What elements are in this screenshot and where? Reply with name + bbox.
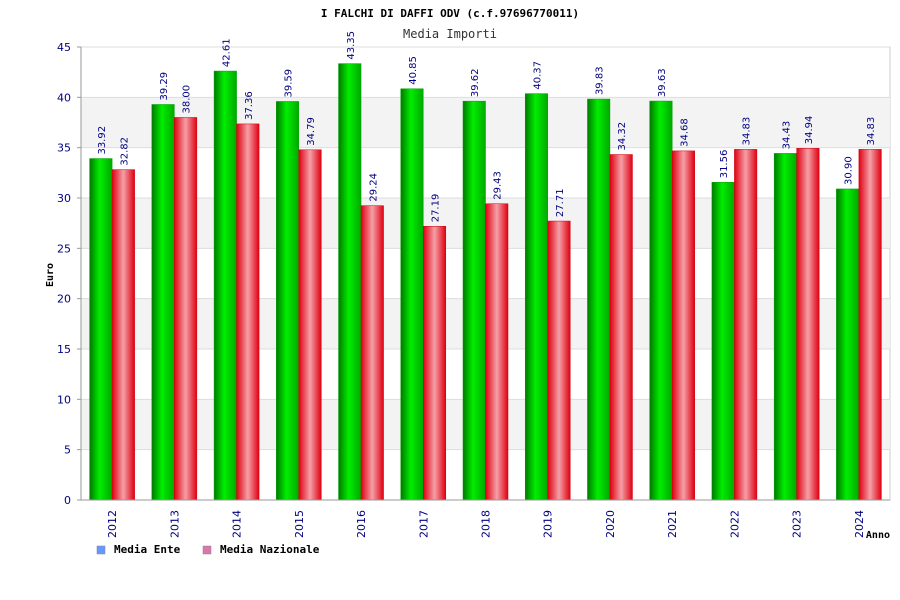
- y-tick-label: 5: [64, 444, 71, 457]
- chart-subtitle: Media Importi: [403, 27, 497, 41]
- data-label-media-ente-2018: 39.62: [470, 69, 481, 98]
- data-label-media-nazionale-2024: 34.83: [866, 117, 877, 146]
- data-label-media-ente-2020: 39.83: [595, 66, 606, 95]
- y-tick-label: 35: [57, 142, 71, 155]
- y-tick-label: 0: [64, 494, 71, 507]
- data-label-media-ente-2012: 33.92: [97, 126, 108, 155]
- data-label-media-nazionale-2022: 34.83: [742, 117, 753, 146]
- bar-media-nazionale-2021: [671, 150, 695, 501]
- bar-media-nazionale-2019: [547, 220, 571, 501]
- bar-media-ente-2022: [711, 182, 735, 501]
- data-label-media-nazionale-2017: 27.19: [431, 194, 442, 223]
- legend-swatch-media-ente: [96, 545, 106, 555]
- bar-media-ente-2018: [462, 100, 486, 501]
- x-tick-label-2023: 2023: [791, 510, 804, 538]
- legend-label-media-nazionale: Media Nazionale: [220, 543, 320, 556]
- x-tick-labels: 2012 2013 2014 2015 2016 2017 2018 2019 2020 2021…: [106, 510, 866, 538]
- y-tick-label: 10: [57, 393, 71, 406]
- x-axis-label: Anno: [866, 530, 890, 541]
- y-tick-label: 40: [57, 91, 71, 104]
- bar-media-nazionale-2024: [858, 149, 882, 501]
- data-label-media-nazionale-2016: 29.24: [368, 173, 379, 202]
- legend-swatch-media-nazionale: [202, 545, 212, 555]
- data-label-media-ente-2016: 43.35: [346, 31, 357, 60]
- data-label-media-nazionale-2013: 38.00: [182, 85, 193, 114]
- bar-media-ente-2021: [649, 100, 673, 501]
- data-label-media-ente-2021: 39.63: [657, 68, 668, 97]
- y-tick-label: 45: [57, 41, 71, 54]
- bar-media-ente-2016: [338, 63, 362, 501]
- data-label-media-ente-2019: 40.37: [532, 61, 543, 90]
- x-tick-label-2012: 2012: [106, 510, 119, 538]
- data-label-media-ente-2024: 30.90: [844, 156, 855, 185]
- bar-media-nazionale-2014: [236, 123, 260, 501]
- data-label-media-ente-2022: 31.56: [719, 150, 730, 179]
- data-label-media-nazionale-2015: 34.79: [306, 117, 317, 146]
- bar-media-ente-2012: [89, 158, 113, 501]
- data-labels: 33.92 32.82 39.29 38.00 42.61 37.36 39.59 34.79…: [97, 31, 877, 222]
- y-tick-label: 25: [57, 242, 71, 255]
- data-label-media-nazionale-2021: 34.68: [679, 118, 690, 147]
- x-tick-label-2018: 2018: [480, 510, 493, 538]
- bar-media-ente-2014: [213, 70, 237, 501]
- bar-media-ente-2017: [400, 88, 424, 501]
- data-label-media-nazionale-2020: 34.32: [617, 122, 628, 151]
- x-tick-label-2014: 2014: [231, 510, 244, 538]
- x-tick-label-2013: 2013: [168, 510, 181, 538]
- bar-media-nazionale-2016: [360, 205, 384, 501]
- data-label-media-nazionale-2019: 27.71: [555, 188, 566, 217]
- bar-media-nazionale-2017: [423, 226, 447, 501]
- data-label-media-ente-2017: 40.85: [408, 56, 419, 85]
- data-label-media-nazionale-2014: 37.36: [244, 91, 255, 120]
- y-tick-label: 20: [57, 293, 71, 306]
- chart-title: I FALCHI DI DAFFI ODV (c.f.97696770011): [321, 7, 579, 20]
- data-label-media-ente-2013: 39.29: [159, 72, 170, 101]
- bar-media-nazionale-2013: [174, 117, 198, 501]
- legend: Media Ente Media Nazionale: [96, 543, 320, 556]
- x-tick-label-2017: 2017: [417, 510, 430, 538]
- bars: [89, 63, 882, 501]
- bar-media-nazionale-2023: [796, 148, 820, 501]
- bar-media-nazionale-2015: [298, 149, 322, 501]
- y-axis-label: Euro: [45, 263, 56, 287]
- x-tick-label-2015: 2015: [293, 510, 306, 538]
- bar-media-ente-2013: [151, 104, 175, 501]
- data-label-media-nazionale-2023: 34.94: [804, 116, 815, 145]
- bar-media-nazionale-2022: [734, 149, 758, 501]
- x-tick-label-2022: 2022: [728, 510, 741, 538]
- bar-media-ente-2020: [587, 98, 611, 501]
- y-tick-label: 30: [57, 192, 71, 205]
- data-label-media-ente-2015: 39.59: [284, 69, 295, 98]
- y-tick-labels: 0 5 10 15 20 25 30 35 40 45: [57, 41, 71, 507]
- axes: [77, 46, 890, 501]
- bar-media-ente-2019: [524, 93, 548, 501]
- data-label-media-ente-2014: 42.61: [221, 38, 232, 67]
- bar-media-nazionale-2012: [111, 169, 135, 501]
- x-tick-label-2016: 2016: [355, 510, 368, 538]
- bar-media-ente-2015: [276, 101, 300, 501]
- bar-media-nazionale-2018: [485, 203, 509, 501]
- x-tick-label-2021: 2021: [666, 510, 679, 538]
- data-label-media-ente-2023: 34.43: [781, 121, 792, 150]
- x-tick-label-2020: 2020: [604, 510, 617, 538]
- bar-media-nazionale-2020: [609, 154, 633, 501]
- y-tick-label: 15: [57, 343, 71, 356]
- legend-label-media-ente: Media Ente: [114, 543, 181, 556]
- bar-media-ente-2024: [836, 188, 860, 501]
- x-tick-label-2024: 2024: [853, 510, 866, 538]
- bar-media-ente-2023: [773, 153, 797, 501]
- x-tick-label-2019: 2019: [542, 510, 555, 538]
- data-label-media-nazionale-2012: 32.82: [119, 137, 130, 166]
- data-label-media-nazionale-2018: 29.43: [493, 171, 504, 200]
